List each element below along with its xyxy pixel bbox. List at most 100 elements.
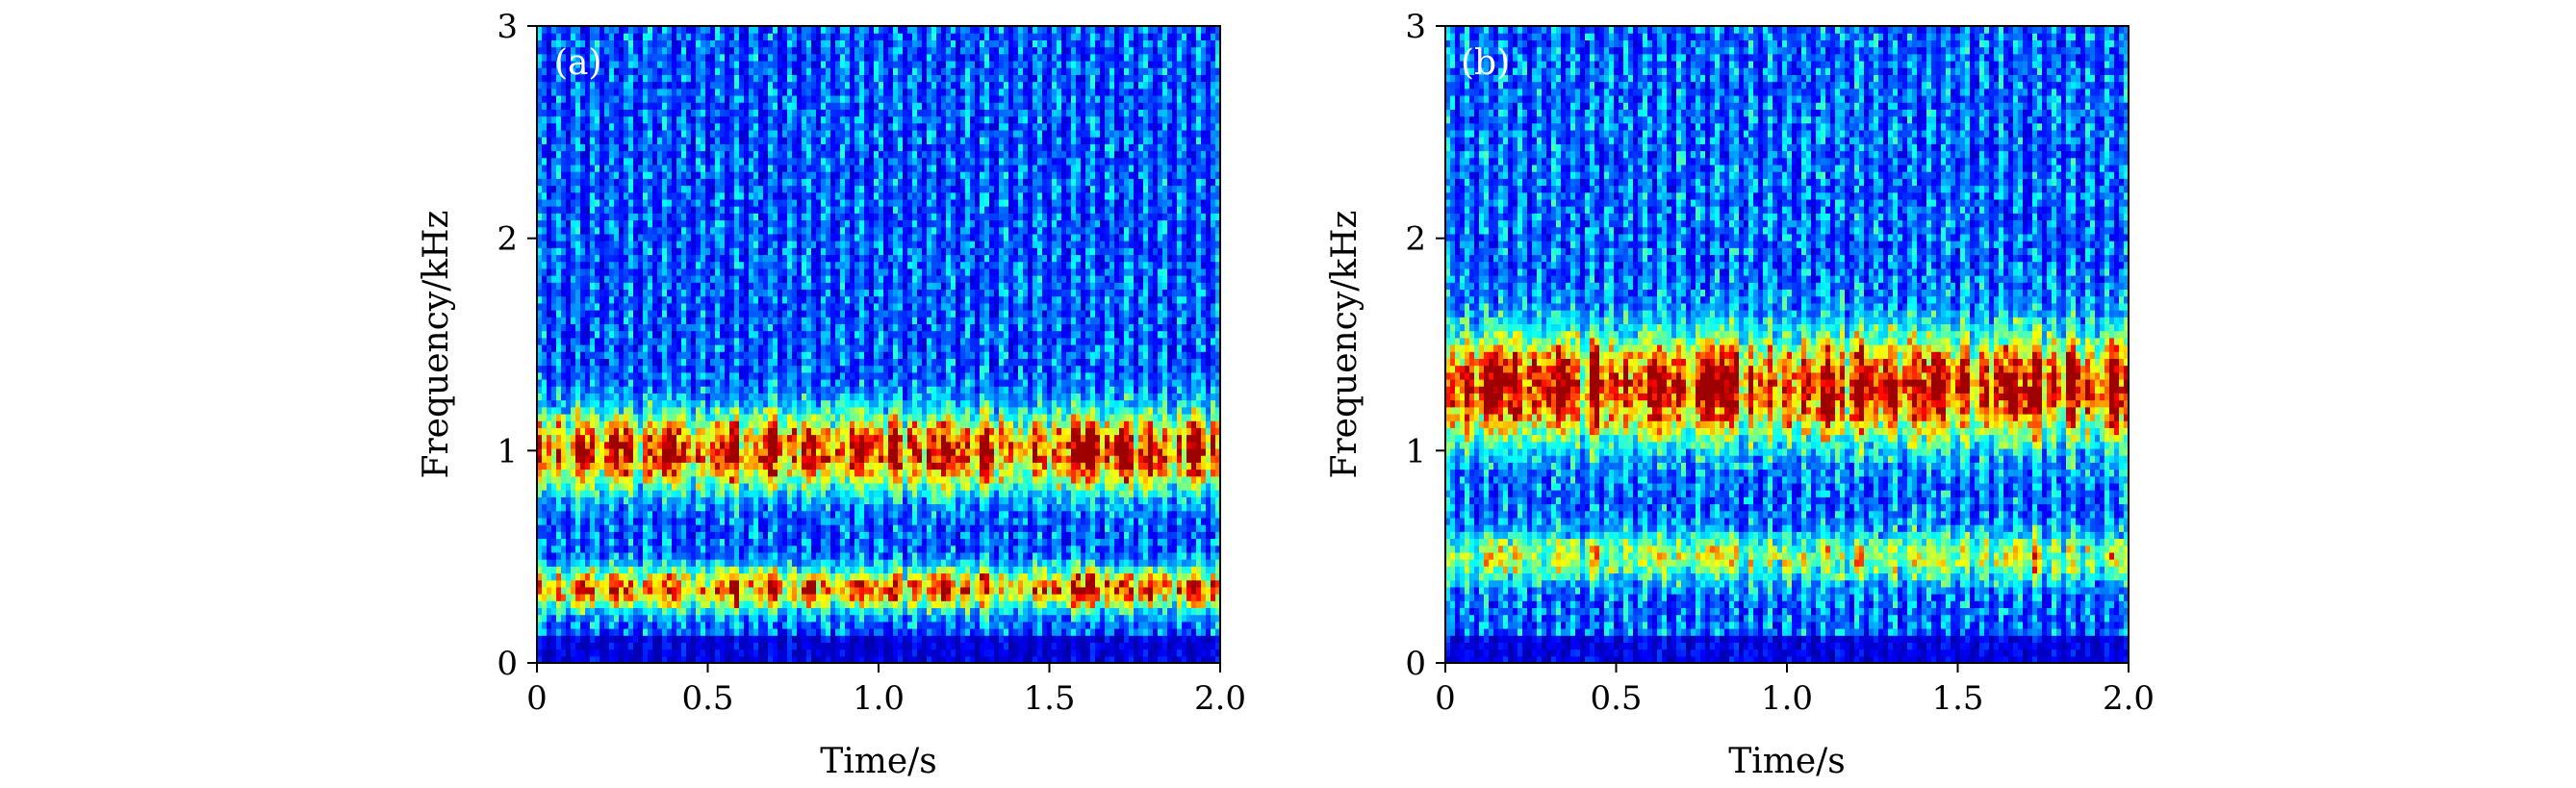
heatmap-cell — [566, 628, 572, 636]
heatmap-cell — [604, 427, 610, 436]
heatmap-cell — [662, 213, 668, 221]
heatmap-cell — [643, 60, 649, 68]
heatmap-cell — [792, 39, 798, 48]
heatmap-cell — [624, 122, 629, 131]
heatmap-cell — [566, 655, 572, 663]
heatmap-cell — [662, 282, 668, 291]
heatmap-cell — [633, 393, 639, 401]
heatmap-cell — [758, 310, 764, 318]
heatmap-cell — [551, 241, 557, 248]
heatmap-cell — [720, 53, 726, 62]
heatmap-cell — [624, 475, 629, 484]
heatmap-cell — [753, 219, 759, 228]
heatmap-cell — [566, 642, 572, 650]
heatmap-cell — [624, 219, 629, 228]
heatmap-cell — [782, 282, 788, 291]
heatmap-cell — [599, 503, 605, 512]
heatmap-cell — [792, 198, 798, 207]
heatmap-cell — [604, 524, 610, 532]
heatmap-cell — [729, 241, 735, 248]
heatmap-cell — [556, 247, 562, 256]
heatmap-cell — [744, 171, 750, 179]
heatmap-cell — [725, 559, 730, 567]
heatmap-cell — [778, 441, 783, 449]
heatmap-cell — [652, 441, 658, 449]
heatmap-cell — [739, 102, 745, 110]
heatmap-cell — [590, 267, 596, 276]
heatmap-cell — [585, 545, 591, 553]
heatmap-cell — [710, 295, 716, 304]
heatmap-cell — [691, 441, 697, 449]
heatmap-cell — [710, 393, 716, 401]
heatmap-cell — [624, 233, 629, 241]
heatmap-cell — [715, 594, 721, 601]
heatmap-cell — [633, 566, 639, 574]
heatmap-cell — [734, 295, 740, 304]
heatmap-cell — [744, 178, 750, 187]
heatmap-cell — [643, 566, 649, 574]
heatmap-cell — [643, 475, 649, 484]
heatmap-cell — [657, 621, 663, 629]
heatmap-cell — [551, 94, 557, 103]
heatmap-cell — [763, 185, 769, 193]
heatmap-cell — [744, 628, 750, 636]
heatmap-cell — [758, 393, 764, 401]
heatmap-cell — [734, 254, 740, 263]
heatmap-cell — [643, 572, 649, 581]
heatmap-cell — [590, 378, 596, 387]
heatmap-cell — [725, 185, 730, 193]
heatmap-cell — [547, 469, 552, 477]
heatmap-cell — [628, 655, 634, 663]
heatmap-cell — [705, 171, 711, 179]
heatmap-cell — [566, 406, 572, 415]
heatmap-cell — [537, 538, 543, 547]
heatmap-cell — [652, 94, 658, 103]
heatmap-cell — [643, 482, 649, 491]
heatmap-cell — [633, 94, 639, 103]
heatmap-cell — [619, 621, 625, 629]
heatmap-cell — [633, 413, 639, 421]
heatmap-cell — [537, 289, 543, 297]
heatmap-cell — [633, 102, 639, 110]
heatmap-cell — [551, 219, 557, 228]
heatmap-cell — [585, 198, 591, 207]
heatmap-cell — [624, 46, 629, 55]
heatmap-cell — [667, 655, 673, 663]
heatmap-cell — [715, 191, 721, 200]
heatmap-cell — [734, 579, 740, 588]
heatmap-cell — [662, 60, 668, 68]
heatmap-cell — [604, 102, 610, 110]
heatmap-cell — [537, 642, 543, 650]
heatmap-cell — [753, 178, 759, 187]
heatmap-cell — [753, 559, 759, 567]
heatmap-cell — [739, 475, 745, 484]
heatmap-cell — [648, 178, 653, 187]
heatmap-cell — [566, 53, 572, 62]
heatmap-cell — [614, 295, 620, 304]
heatmap-cell — [739, 261, 745, 269]
heatmap-cell — [537, 137, 543, 144]
heatmap-cell — [595, 586, 600, 595]
heatmap-cell — [614, 129, 620, 138]
heatmap-cell — [672, 393, 677, 401]
heatmap-cell — [710, 427, 716, 436]
heatmap-cell — [628, 282, 634, 291]
heatmap-cell — [676, 337, 682, 345]
heatmap-cell — [599, 302, 605, 311]
heatmap-cell — [619, 482, 625, 491]
heatmap-cell — [778, 226, 783, 235]
heatmap-cell — [551, 378, 557, 387]
heatmap-cell — [590, 531, 596, 540]
heatmap-cell — [696, 254, 701, 263]
heatmap-cell — [753, 241, 759, 248]
heatmap-cell — [782, 545, 788, 553]
heatmap-cell — [633, 517, 639, 525]
heatmap-cell — [782, 614, 788, 623]
heatmap-cell — [609, 447, 615, 456]
heatmap-cell — [667, 579, 673, 588]
heatmap-cell — [749, 60, 754, 68]
heatmap-cell — [537, 213, 543, 221]
heatmap-cell — [648, 122, 653, 131]
heatmap-cell — [590, 143, 596, 152]
heatmap-cell — [763, 289, 769, 297]
